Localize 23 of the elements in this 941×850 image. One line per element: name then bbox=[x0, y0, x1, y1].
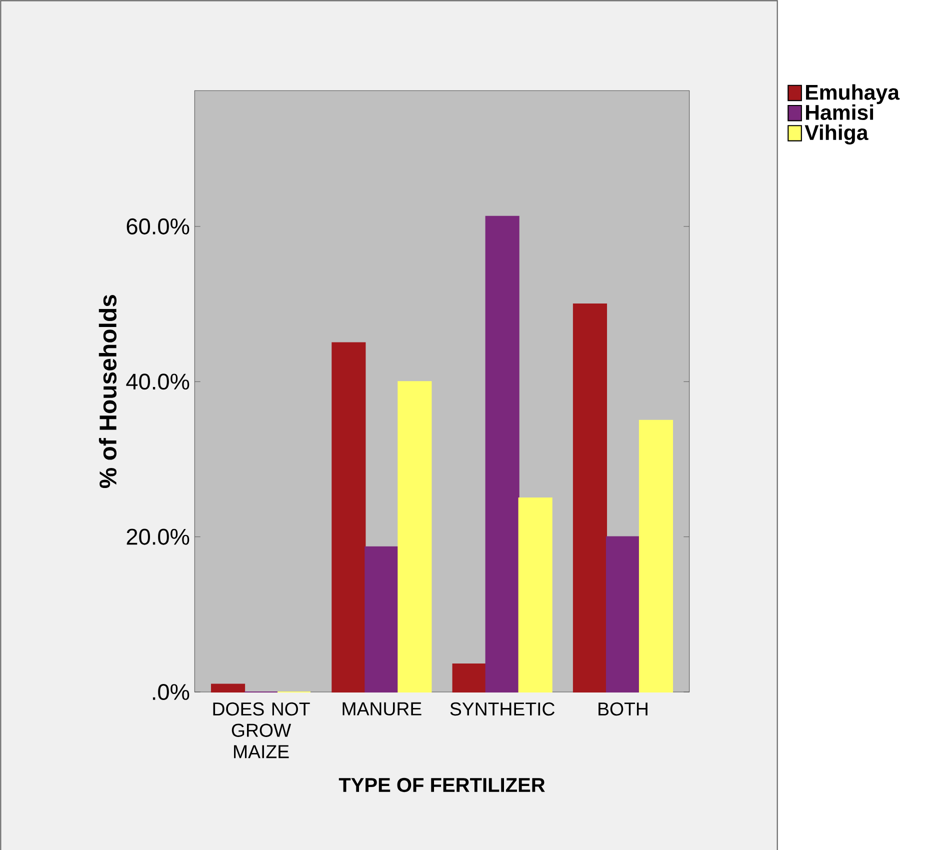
bar bbox=[485, 216, 520, 693]
bar bbox=[606, 536, 640, 693]
x-axis-title: TYPE OF FERTILIZER bbox=[338, 778, 545, 792]
x-tick-label: SYNTHETIC bbox=[450, 702, 555, 716]
y-tick-label: .0% bbox=[152, 684, 190, 700]
bar bbox=[638, 420, 674, 693]
x-tick-label: MANURE bbox=[342, 702, 422, 716]
legend-label: Vihiga bbox=[804, 124, 868, 144]
x-tick-label: BOTH bbox=[598, 702, 648, 716]
legend-label: Emuhaya bbox=[806, 84, 900, 104]
bar bbox=[210, 684, 246, 693]
x-tick-label: DOES NOT GROW MAIZE bbox=[213, 702, 310, 758]
y-tick-label: 60.0% bbox=[126, 218, 190, 234]
y-axis-title: % of Households bbox=[98, 294, 117, 488]
bar bbox=[398, 381, 432, 693]
bar bbox=[572, 304, 608, 693]
bar bbox=[364, 546, 399, 693]
y-tick-label: 40.0% bbox=[126, 374, 190, 390]
legend-label: Hamisi bbox=[806, 104, 874, 120]
y-tick-label: 20.0% bbox=[126, 528, 190, 545]
bar bbox=[518, 497, 552, 693]
bar bbox=[452, 664, 486, 693]
bar bbox=[332, 342, 366, 693]
